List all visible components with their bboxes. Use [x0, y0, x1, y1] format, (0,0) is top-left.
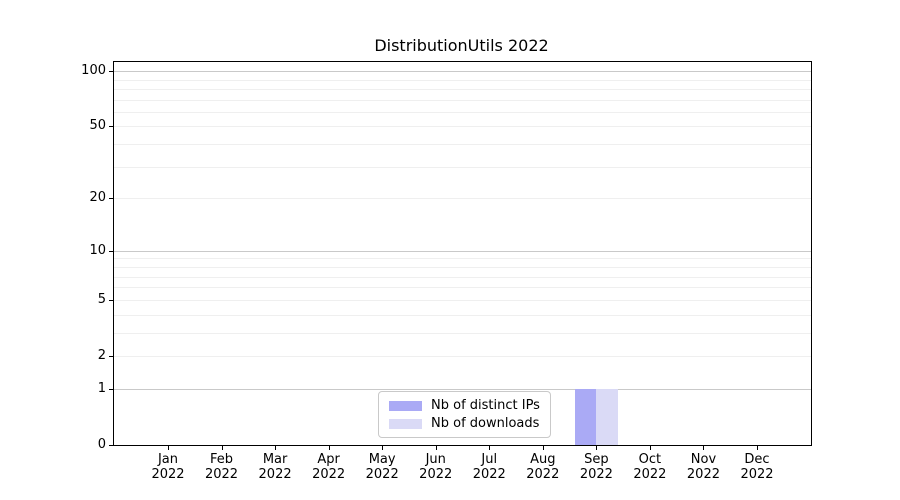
x-tick	[757, 445, 758, 450]
x-tick-label-line: 2022	[526, 467, 560, 482]
x-tick-label: Oct 2022	[615, 452, 685, 482]
x-tick-label: Jan 2022	[133, 452, 203, 482]
gridline-minor	[114, 258, 811, 260]
x-tick-label-line: 2022	[419, 467, 453, 482]
gridline-minor	[114, 314, 811, 316]
x-tick	[221, 445, 223, 450]
gridline-minor	[114, 299, 811, 301]
gridline-minor	[114, 332, 811, 334]
x-tick	[542, 445, 544, 450]
bar-nb-of-distinct-ips	[574, 388, 597, 445]
x-tick-label-line: Mar	[262, 452, 288, 467]
gridline-minor	[114, 287, 811, 289]
x-tick-label-line: 2022	[204, 467, 239, 482]
gridline-minor	[114, 276, 811, 278]
x-tick-label-line: 2022	[740, 467, 774, 482]
x-tick-label-line: 2022	[633, 467, 667, 482]
y-tick	[109, 388, 114, 390]
legend-swatch	[389, 418, 422, 429]
x-tick-label-line: 2022	[312, 467, 346, 482]
y-tick-label: 2	[97, 347, 106, 363]
y-tick-label: 50	[89, 118, 106, 134]
y-tick	[109, 445, 114, 446]
y-tick	[109, 299, 114, 301]
y-tick-label: 1	[97, 380, 106, 396]
legend-swatch	[389, 400, 422, 411]
x-tick-label-line: Sep	[584, 452, 609, 467]
gridline-minor	[114, 266, 811, 268]
x-tick	[649, 445, 651, 450]
x-tick-label: Dec 2022	[722, 452, 792, 482]
x-tick	[382, 445, 384, 450]
x-tick-label-line: 2022	[151, 467, 185, 482]
x-tick-label-line: 2022	[579, 467, 613, 482]
gridline-minor	[114, 166, 811, 168]
x-tick	[328, 445, 330, 450]
x-tick-label-line: Aug	[530, 452, 556, 467]
x-tick-label: Aug 2022	[508, 452, 578, 482]
gridline-major	[114, 250, 811, 252]
gridline-minor	[114, 79, 811, 81]
y-tick-label: 100	[81, 63, 106, 79]
x-tick-label-line: Jun	[425, 452, 446, 467]
x-tick-label: Nov 2022	[668, 452, 738, 482]
x-tick-label-line: 2022	[258, 467, 292, 482]
y-tick-label: 20	[89, 190, 106, 206]
y-tick-label: 0	[97, 437, 106, 452]
chart-title: DistributionUtils 2022	[374, 36, 549, 55]
x-tick	[168, 445, 169, 450]
x-tick-label-line: 2022	[472, 467, 506, 482]
gridline-minor	[114, 144, 811, 146]
x-tick	[703, 445, 705, 450]
x-tick-label: Sep 2022	[561, 452, 631, 482]
x-tick	[489, 445, 491, 450]
gridline-major	[114, 71, 811, 73]
x-tick-label: Mar 2022	[240, 452, 310, 482]
bar-nb-of-downloads	[596, 388, 618, 445]
legend-item: Nb of downloads	[389, 415, 540, 432]
x-tick-label: Apr 2022	[294, 452, 364, 482]
x-tick-label-line: Jul	[481, 452, 498, 467]
x-tick-label: Jun 2022	[401, 452, 471, 482]
x-tick-label-line: Nov	[690, 452, 717, 467]
gridline-minor	[114, 126, 811, 128]
gridline-minor	[114, 198, 811, 200]
gridline-minor	[114, 99, 811, 101]
x-tick-label: Feb 2022	[187, 452, 257, 482]
y-tick	[109, 355, 114, 357]
gridline-minor	[114, 88, 811, 90]
x-tick-label-line: 2022	[686, 467, 720, 482]
y-tick-label: 10	[89, 242, 106, 258]
x-tick-label-line: 2022	[365, 467, 399, 482]
legend-item: Nb of distinct IPs	[389, 397, 540, 414]
plot-area: Nb of distinct IPs Nb of downloads 0 1 2 5 10…	[81, 61, 812, 482]
x-tick-label-line: Oct	[638, 452, 662, 467]
x-tick-label: May 2022	[347, 452, 417, 482]
x-tick-label-line: Feb	[210, 452, 234, 467]
gridline-major	[114, 388, 811, 390]
x-tick-label-line: Jan	[157, 452, 179, 467]
x-tick	[596, 445, 598, 450]
x-tick-label-line: Dec	[744, 452, 770, 467]
y-tick	[109, 71, 114, 73]
x-tick-label-line: May	[368, 452, 396, 467]
x-tick-label: Jul 2022	[454, 452, 524, 482]
legend-label: Nb of downloads	[431, 416, 540, 431]
gridline-minor	[114, 355, 811, 357]
gridline-minor	[114, 111, 811, 113]
legend: Nb of distinct IPs Nb of downloads	[378, 391, 551, 438]
y-tick	[109, 126, 114, 128]
x-tick-label-line: Apr	[317, 452, 340, 467]
y-tick	[109, 198, 114, 200]
y-tick	[109, 250, 114, 252]
legend-label: Nb of distinct IPs	[431, 398, 540, 413]
y-tick-label: 5	[97, 291, 106, 307]
x-tick	[275, 445, 277, 450]
x-tick	[435, 445, 437, 450]
